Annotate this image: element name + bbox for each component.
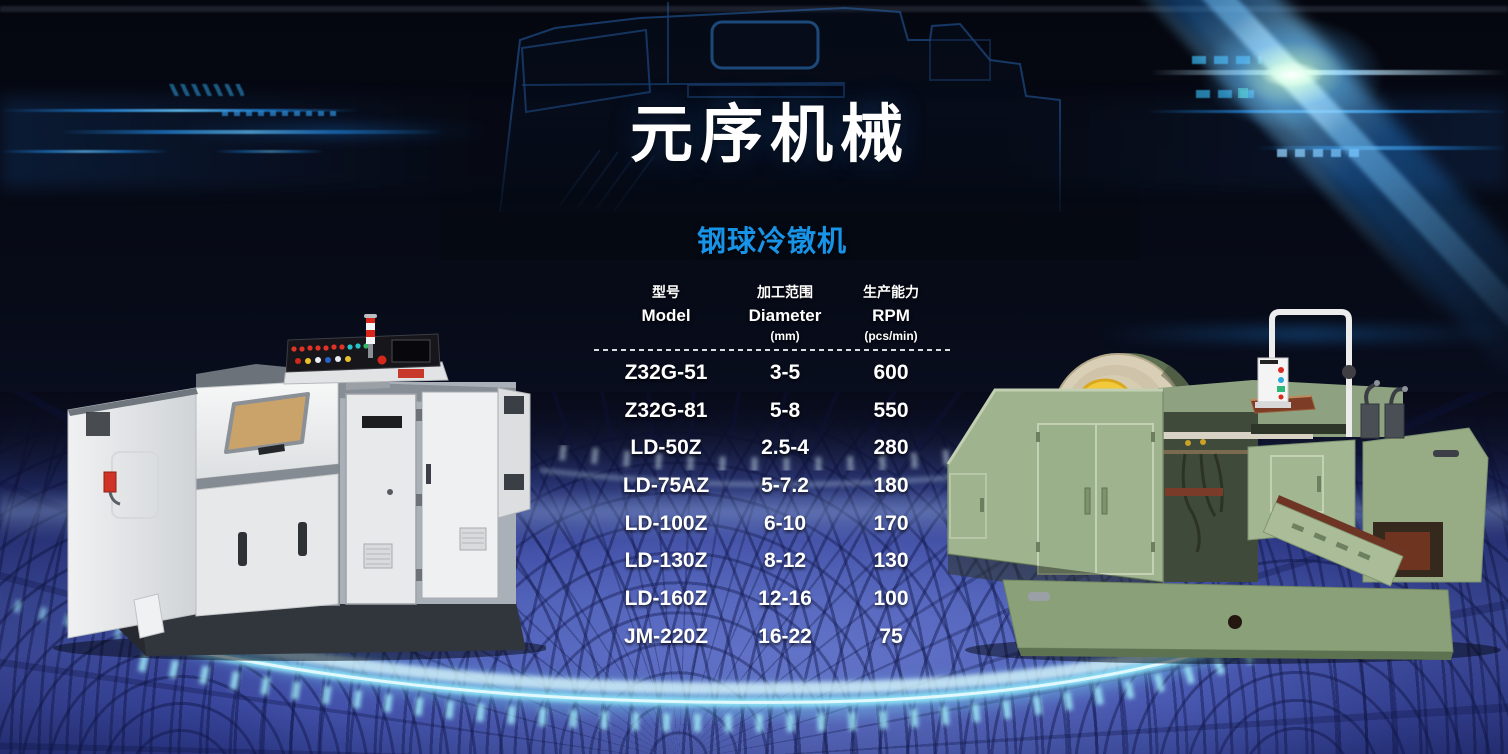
table-row: Z32G-51 3-5 600 — [594, 354, 950, 392]
col-header-diameter: Diameter — [748, 306, 822, 325]
diameter-cell: 5-7.2 — [761, 473, 809, 497]
warning-light-icon — [364, 314, 377, 358]
diameter-cell: 8-12 — [763, 549, 807, 573]
lens-flare-core — [1250, 58, 1334, 92]
model-cell: LD-75AZ — [622, 473, 710, 497]
light-streak — [0, 150, 170, 153]
model-cell: LD-130Z — [624, 549, 708, 573]
rpm-cell: 130 — [873, 549, 909, 573]
soft-glow — [1100, 326, 1508, 342]
rpm-cell: 180 — [873, 473, 909, 497]
page-title: 元序机械 — [630, 100, 910, 170]
rpm-cell: 75 — [879, 624, 903, 648]
light-streak — [215, 150, 325, 153]
soft-glow — [180, 124, 490, 138]
light-streak — [58, 130, 443, 134]
unit-rpm: (pcs/min) — [864, 329, 918, 343]
table-row: LD-75AZ 5-7.2 180 — [594, 467, 950, 505]
model-cell: LD-100Z — [624, 511, 708, 535]
rpm-cell: 100 — [873, 586, 909, 610]
col-header-rpm-zh: 生产能力 — [863, 284, 919, 300]
dash-row — [222, 111, 342, 116]
rpm-cell: 600 — [873, 360, 909, 384]
table-row: JM-220Z 16-22 75 — [594, 618, 950, 656]
hatch-marks — [168, 84, 244, 96]
table-header-units: (mm) (pcs/min) — [594, 328, 950, 344]
diameter-cell: 12-16 — [758, 586, 812, 610]
spec-table: 型号 加工范围 生产能力 Model Diameter RPM (mm) (pc… — [594, 280, 950, 656]
col-header-model-zh: 型号 — [652, 284, 680, 300]
diameter-cell: 6-10 — [763, 511, 807, 535]
col-header-rpm: RPM — [872, 306, 910, 325]
diameter-cell: 5-8 — [769, 398, 801, 422]
table-body: Z32G-51 3-5 600 Z32G-81 5-8 550 LD-50Z 2… — [594, 354, 950, 656]
col-header-model: Model — [641, 306, 691, 325]
unit-diameter: (mm) — [770, 329, 800, 343]
model-cell: LD-160Z — [624, 586, 708, 610]
table-row: Z32G-81 5-8 550 — [594, 392, 950, 430]
table-row: LD-100Z 6-10 170 — [594, 505, 950, 543]
rpm-cell: 170 — [873, 511, 909, 535]
diameter-cell: 3-5 — [769, 360, 801, 384]
page-subtitle: 钢球冷镦机 — [696, 226, 848, 258]
table-header-zh: 型号 加工范围 生产能力 — [594, 280, 950, 304]
dashed-divider — [594, 349, 950, 351]
diameter-cell: 2.5-4 — [761, 436, 809, 460]
light-streak — [0, 109, 360, 112]
model-cell: Z32G-81 — [624, 398, 708, 422]
rpm-cell: 550 — [873, 398, 909, 422]
table-row: LD-160Z 12-16 100 — [594, 580, 950, 618]
table-header-en: Model Diameter RPM — [594, 304, 950, 328]
model-cell: Z32G-51 — [624, 360, 708, 384]
fog-overlay — [440, 110, 1140, 260]
col-header-diameter-zh: 加工范围 — [757, 284, 813, 300]
table-row: LD-130Z 8-12 130 — [594, 542, 950, 580]
diameter-cell: 16-22 — [758, 624, 812, 648]
model-cell: LD-50Z — [630, 436, 702, 460]
top-edge-strip — [0, 6, 1508, 12]
rpm-cell: 280 — [873, 436, 909, 460]
model-cell: JM-220Z — [623, 624, 709, 648]
table-row: LD-50Z 2.5-4 280 — [594, 429, 950, 467]
